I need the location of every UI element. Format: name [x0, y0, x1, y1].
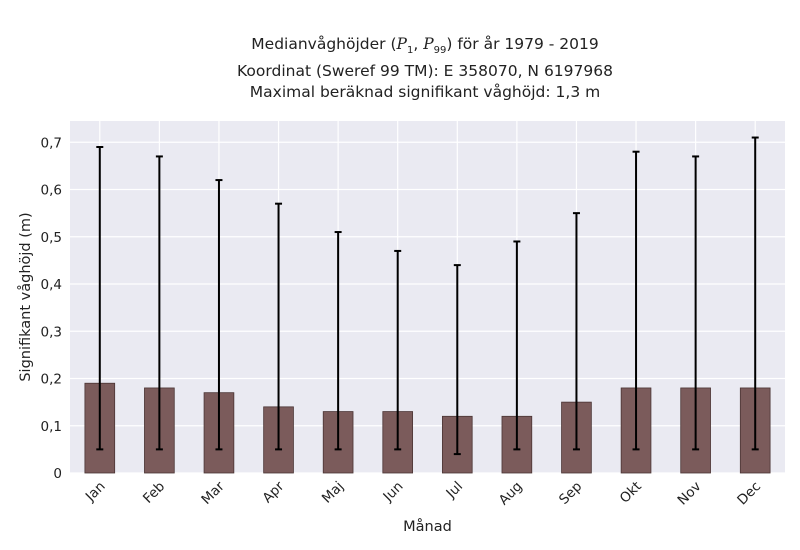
x-tick-label: Dec — [734, 479, 764, 509]
x-tick-label: Jul — [443, 479, 467, 503]
x-tick-label: Jan — [82, 479, 109, 506]
y-tick-label: 0,6 — [41, 183, 62, 199]
y-tick-label: 0,1 — [41, 419, 62, 435]
x-tick-label: Mar — [198, 478, 228, 508]
x-tick-label: Feb — [140, 479, 168, 507]
x-tick-label: Apr — [260, 478, 288, 506]
y-tick-label: 0,2 — [41, 372, 62, 388]
y-tick-label: 0,3 — [41, 324, 62, 340]
title-line-1: Medianvåghöjder (P1, P99) för år 1979 - … — [251, 35, 599, 57]
x-tick-label: Okt — [617, 479, 645, 507]
x-axis-label: Månad — [403, 518, 452, 535]
x-tick-labels: Jan Feb Mar Apr Maj Jun Jul Aug Sep Okt Nov Dec — [82, 478, 764, 508]
y-tick-label: 0,7 — [41, 135, 62, 151]
x-tick-label: Sep — [556, 479, 585, 508]
error-bars — [96, 136, 759, 456]
chart-title: Medianvåghöjder (P1, P99) för år 1979 - … — [0, 34, 800, 103]
y-tick-label: 0,4 — [41, 277, 62, 293]
y-axis-label: Signifikant våghöjd (m) — [17, 212, 34, 381]
y-tick-labels: 0 0,1 0,2 0,3 0,4 0,5 0,6 0,7 — [41, 135, 62, 482]
x-tick-label: Maj — [319, 479, 347, 507]
x-tick-label: Jun — [380, 479, 407, 506]
plot-area — [70, 121, 785, 473]
x-tick-label: Aug — [496, 479, 526, 509]
x-tick-label: Nov — [675, 479, 705, 509]
title-line-2: Koordinat (Sweref 99 TM): E 358070, N 61… — [237, 62, 613, 81]
y-tick-label: 0 — [53, 466, 62, 482]
title-line-3: Maximal beräknad signifikant våghöjd: 1,… — [249, 83, 601, 102]
y-tick-label: 0,5 — [41, 230, 62, 246]
